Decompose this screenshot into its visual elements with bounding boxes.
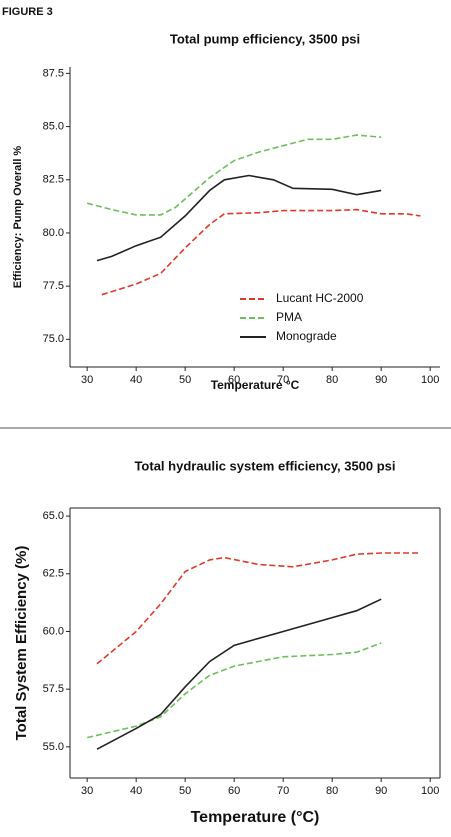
x-tick-label: 50 <box>179 785 191 797</box>
x-tick-label: 40 <box>130 374 142 386</box>
legend-label: Monograde <box>276 329 337 343</box>
x-tick-label: 40 <box>130 785 142 797</box>
y-tick-label: 85.0 <box>43 120 64 132</box>
x-tick-label: 70 <box>277 785 289 797</box>
series-line <box>101 208 421 296</box>
figure-label: FIGURE 3 <box>2 6 53 18</box>
x-tick-label: 80 <box>326 785 338 797</box>
chart-title: Total pump efficiency, 3500 psi <box>170 31 360 46</box>
series-line <box>87 642 382 739</box>
x-tick-label: 60 <box>228 374 240 386</box>
x-tick-label: 80 <box>326 374 338 386</box>
y-tick-label: 60.0 <box>43 625 64 637</box>
x-tick-label: 70 <box>277 374 289 386</box>
chart-title: Total hydraulic system efficiency, 3500 … <box>134 458 395 473</box>
x-axis-label: Temperature (°C) <box>191 809 320 826</box>
y-tick-label: 82.5 <box>43 174 64 186</box>
y-tick-label: 62.5 <box>43 568 64 580</box>
x-tick-label: 90 <box>375 785 387 797</box>
y-tick-label: 87.5 <box>43 67 64 79</box>
x-tick-label: 50 <box>179 374 191 386</box>
y-tick-label: 80.0 <box>43 227 64 239</box>
legend-label: Lucant HC-2000 <box>276 291 364 305</box>
y-axis-label: Efficiency: Pump Overall % <box>12 146 24 289</box>
x-tick-label: 90 <box>375 374 387 386</box>
series-line <box>86 134 382 216</box>
y-tick-label: 65.0 <box>43 510 64 522</box>
x-tick-label: 30 <box>81 785 93 797</box>
x-tick-label: 30 <box>81 374 93 386</box>
x-tick-label: 100 <box>421 785 439 797</box>
x-axis-label: Temperature °C <box>211 378 300 392</box>
x-tick-label: 100 <box>421 374 439 386</box>
series-line <box>96 174 382 262</box>
y-axis-label: Total System Efficiency (%) <box>13 546 30 741</box>
series-line <box>96 552 421 665</box>
series-line <box>96 598 382 750</box>
legend-label: PMA <box>276 310 302 324</box>
y-tick-label: 77.5 <box>43 280 64 292</box>
y-tick-label: 57.5 <box>43 683 64 695</box>
y-tick-label: 55.0 <box>43 741 64 753</box>
x-tick-label: 60 <box>228 785 240 797</box>
y-tick-label: 75.0 <box>43 333 64 345</box>
